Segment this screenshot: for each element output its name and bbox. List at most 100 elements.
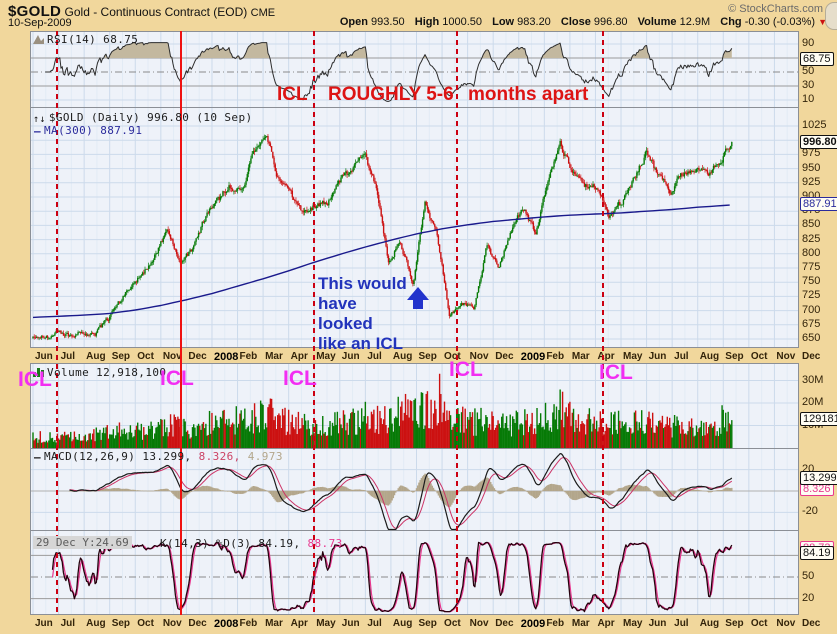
month-label: Sep	[725, 618, 744, 629]
month-label: Jul	[367, 351, 382, 362]
month-label: Oct	[137, 618, 154, 629]
month-label: Dec	[188, 351, 207, 362]
high-label: High	[414, 16, 440, 28]
month-label: Feb	[546, 351, 565, 362]
stoch-value-1: 84.19,	[258, 537, 301, 550]
corner-widget	[825, 2, 837, 30]
blue-note-line-1: This would	[318, 274, 407, 293]
price-legend: ↑↓ $GOLD (Daily) 996.80 (10 Sep)	[33, 111, 253, 125]
month-label: Sep	[111, 351, 131, 362]
month-label: Nov	[469, 618, 489, 629]
month-label: Jul	[60, 351, 76, 362]
icl-solid-line	[180, 31, 182, 615]
axis-tick-label: 925	[802, 175, 821, 188]
month-label: Dec	[188, 618, 207, 629]
icl-dashed-line-1	[56, 31, 58, 615]
axis-tick-label: 1025	[802, 119, 827, 131]
ma-legend: — MA(300) 887.91	[34, 124, 142, 138]
open-value: 993.50	[371, 16, 405, 28]
low-value: 983.20	[517, 16, 551, 28]
stoch-plot	[31, 531, 798, 614]
chart-date: 10-Sep-2009	[8, 17, 72, 29]
axis-tick-label: 30	[802, 79, 815, 91]
month-label: Nov	[776, 618, 796, 629]
month-label: Mar	[265, 618, 283, 629]
month-label: May	[623, 618, 643, 629]
axis-tick-label: 20	[802, 591, 815, 604]
month-label: Apr	[290, 351, 308, 362]
month-label: 2008	[213, 618, 239, 630]
month-label: Dec	[495, 351, 514, 362]
month-label: Sep	[418, 351, 437, 362]
month-label: Mar	[571, 351, 590, 362]
icl-label-5: ICL	[599, 361, 633, 384]
month-label: Nov	[469, 351, 489, 362]
month-label: Oct	[750, 618, 768, 629]
month-label: Mar	[571, 618, 590, 629]
blue-up-arrow-icon	[407, 287, 429, 309]
month-label: Jul	[674, 618, 689, 629]
month-label: Aug	[86, 618, 106, 629]
axis-tick-label: 30M	[802, 373, 824, 386]
month-label: Aug	[86, 351, 106, 362]
month-label: Aug	[392, 351, 413, 362]
axis-tick-label: 800	[802, 246, 821, 259]
rsi-panel	[30, 31, 799, 108]
axis-tick-label: 725	[802, 289, 821, 302]
rsi-value-badge: 68.75	[800, 52, 834, 66]
month-label: Feb	[239, 351, 258, 362]
icl-label-1: ICL	[18, 368, 52, 391]
month-label: Sep	[725, 351, 744, 362]
month-label: Apr	[597, 351, 615, 362]
low-label: Low	[492, 16, 515, 28]
icl-dashed-line-3	[456, 31, 458, 615]
volume-plot	[31, 364, 798, 448]
month-label: Feb	[546, 618, 565, 629]
arrow-head	[407, 287, 429, 300]
blue-note-line-4: like an ICL	[318, 334, 404, 353]
candlestick-icon: ↑↓	[33, 114, 46, 125]
month-label: Nov	[776, 351, 796, 362]
macd-value-2: 8.326,	[198, 450, 241, 463]
ma-value-badge: 887.91	[800, 197, 837, 211]
cycle-note-roughly: ROUGHLY 5-6	[328, 84, 454, 105]
month-axis-top: Jun Jul Aug Sep Oct Nov Dec 2008 Feb Mar Apr May Jun…	[0, 349, 837, 364]
ma-legend-text: MA(300) 887.91	[44, 124, 143, 137]
axis-tick-label: 650	[802, 332, 821, 344]
rsi-chart-icon	[33, 34, 44, 47]
ma-line-icon: —	[34, 125, 42, 138]
volume-value: 12.9M	[679, 16, 711, 28]
month-label: Oct	[750, 351, 768, 362]
axis-tick-label: 50	[802, 65, 815, 77]
volume-legend-text: Volume 12,918,100	[47, 366, 167, 379]
blue-icl-note: This would have looked like an ICL	[318, 274, 407, 354]
axis-tick-label: 90	[802, 37, 815, 49]
month-label: Aug	[699, 351, 720, 362]
price-panel	[30, 107, 799, 348]
stochastics-panel	[30, 530, 799, 615]
high-value: 1000.50	[442, 16, 483, 28]
month-label: Aug	[699, 618, 720, 629]
month-label: May	[316, 351, 336, 362]
price-legend-text: $GOLD (Daily) 996.80 (10 Sep)	[48, 111, 253, 124]
macd-plot	[31, 449, 798, 530]
month-label: 2009	[520, 618, 546, 630]
month-label: Mar	[265, 351, 283, 362]
icl-dashed-line-2	[313, 31, 315, 615]
icl-label-3: ICL	[283, 367, 317, 390]
close-value: 996.80	[593, 16, 628, 28]
month-label: Apr	[597, 618, 615, 629]
month-label: Jun	[35, 618, 53, 629]
stockcharts-credit: © StockCharts.com	[728, 3, 823, 15]
cycle-note-icl: ICL	[277, 84, 308, 105]
axis-tick-label: 825	[802, 232, 821, 245]
chg-value: -0.30 (-0.03%)	[744, 16, 816, 28]
symbol-ticker: $GOLD	[8, 3, 62, 20]
month-label: Nov	[162, 618, 182, 629]
month-label: Oct	[137, 351, 154, 362]
month-label: Oct	[444, 351, 461, 362]
month-label: Jun	[648, 618, 667, 629]
icl-label-4: ICL	[449, 358, 483, 381]
blue-note-line-2: have	[318, 294, 357, 313]
axis-tick-label: 750	[802, 275, 821, 288]
